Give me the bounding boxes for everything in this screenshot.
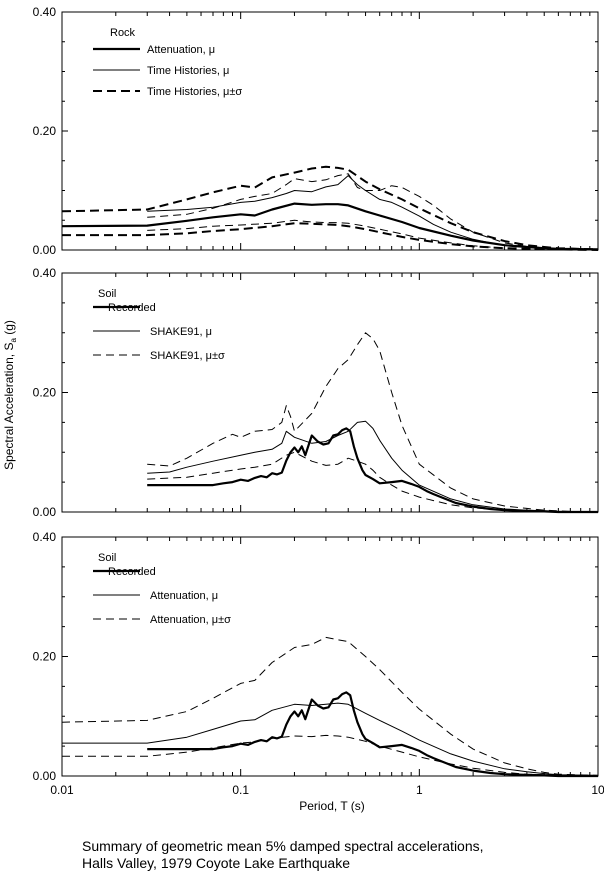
figure: Spectral Acceleration, Sa (g) Period, T … [2,5,604,813]
series-line [147,420,598,513]
chart-panel-3: 0.00 0.20 0.40 Soil Recorded Attenuation, μ At… [33,530,604,797]
x-axis-title: Period, T (s) [299,799,365,813]
figure-caption: Summary of geometric mean 5% damped spec… [82,838,582,872]
series-line [147,451,598,513]
y-tick-label: 0.40 [33,266,57,280]
chart-panel-2: 0.00 0.20 0.40 Soil Recorded SHAKE91, μ SHAKE9… [33,266,599,519]
caption-line-2: Halls Valley, 1979 Coyote Lake Earthquak… [82,855,350,871]
legend-label: Recorded [108,566,156,578]
legend-label: SHAKE91, μ [150,326,212,338]
series-line [147,427,598,514]
y-tick-label: 0.40 [33,530,57,544]
x-tick-label: 0.01 [50,783,74,797]
y-tick-label: 0.20 [33,386,57,400]
legend-label: Attenuation, μ [150,590,218,602]
series-line [61,165,599,251]
series-line [61,636,599,776]
y-axis-title: Spectral Acceleration, Sa (g) [2,320,18,470]
x-tick-label: 1 [416,783,423,797]
y-tick-label: 0.00 [33,243,57,257]
series-line [147,691,598,778]
y-tick-label: 0.20 [33,124,57,138]
series-line [147,173,598,250]
caption-line-1: Summary of geometric mean 5% damped spec… [82,838,484,854]
y-tick-label: 0.00 [33,769,57,783]
x-tick-label: 10 [591,783,604,797]
legend-label: Recorded [108,302,156,314]
legend-title: Soil [98,288,116,300]
series-line [62,734,599,777]
series-line [62,702,599,776]
chart-panel-1: 0.00 0.20 0.40 Rock Attenuation, μ Time Histo… [33,5,599,257]
series-line [147,175,598,250]
plot-frame [61,11,599,251]
legend-title: Soil [98,552,116,564]
legend-title: Rock [110,27,136,39]
legend-label: Time Histories, μ±σ [147,86,242,98]
legend-label: SHAKE91, μ±σ [150,350,225,362]
y-tick-label: 0.00 [33,505,57,519]
y-tick-label: 0.20 [33,650,57,664]
series-line [147,219,598,251]
y-tick-label: 0.40 [33,5,57,19]
legend-label: Attenuation, μ [147,44,215,56]
x-tick-label: 0.1 [232,783,249,797]
legend-label: Attenuation, μ±σ [150,614,231,626]
series-line [147,332,598,513]
legend-label: Time Histories, μ [147,65,229,77]
